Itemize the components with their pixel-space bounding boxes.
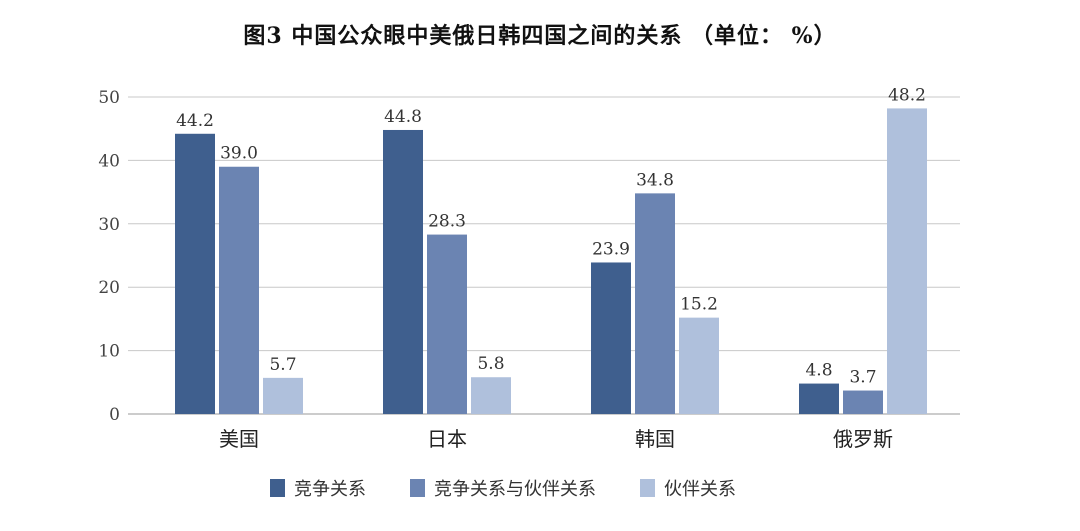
bar bbox=[427, 234, 467, 414]
data-label: 28.3 bbox=[428, 212, 466, 232]
y-tick-label: 20 bbox=[98, 278, 120, 298]
data-label: 23.9 bbox=[592, 239, 630, 259]
data-label: 44.8 bbox=[384, 107, 422, 127]
bar bbox=[383, 129, 423, 414]
bar bbox=[591, 262, 631, 414]
data-label: 5.7 bbox=[269, 355, 296, 375]
y-tick-label: 50 bbox=[98, 88, 120, 108]
bar bbox=[887, 108, 927, 415]
value-labels: 44.2 39.0 5.7 44.8 28.3 5.8 23.9 34.8 15.2 4.8 3.7… bbox=[176, 85, 926, 387]
data-label: 39.0 bbox=[220, 144, 258, 164]
category-labels: 美国 日本 韩国 俄罗斯 bbox=[219, 427, 893, 451]
bar bbox=[679, 317, 719, 414]
legend-label: 竞争关系 bbox=[294, 479, 366, 500]
legend-swatch bbox=[640, 479, 655, 497]
y-tick-label: 30 bbox=[98, 215, 120, 235]
bars bbox=[175, 108, 927, 415]
data-label: 44.2 bbox=[176, 111, 214, 131]
y-tick-label: 40 bbox=[98, 151, 120, 171]
data-label: 15.2 bbox=[680, 295, 718, 315]
bar bbox=[843, 390, 883, 414]
y-axis-ticks: 0 10 20 30 40 50 bbox=[98, 88, 120, 425]
x-tick-label: 日本 bbox=[427, 427, 467, 451]
y-tick-label: 0 bbox=[109, 405, 120, 425]
x-tick-label: 韩国 bbox=[635, 427, 675, 451]
data-label: 4.8 bbox=[805, 361, 832, 381]
bar bbox=[471, 377, 511, 414]
legend: 竞争关系 竞争关系与伙伴关系 伙伴关系 bbox=[270, 479, 736, 500]
data-label: 5.8 bbox=[477, 354, 504, 374]
legend-label: 竞争关系与伙伴关系 bbox=[434, 479, 596, 500]
data-label: 34.8 bbox=[636, 170, 674, 190]
y-tick-label: 10 bbox=[98, 342, 120, 362]
bar bbox=[219, 166, 259, 414]
bar bbox=[635, 193, 675, 414]
x-tick-label: 美国 bbox=[219, 427, 259, 451]
bar bbox=[799, 383, 839, 414]
x-tick-label: 俄罗斯 bbox=[833, 427, 893, 451]
legend-swatch bbox=[270, 479, 285, 497]
data-label: 48.2 bbox=[888, 85, 926, 105]
bar bbox=[175, 133, 215, 414]
legend-swatch bbox=[410, 479, 425, 497]
data-label: 3.7 bbox=[849, 368, 876, 388]
chart-title: 图3 中国公众眼中美俄日韩四国之间的关系 （单位： %） bbox=[243, 23, 837, 49]
bar bbox=[263, 377, 303, 414]
legend-label: 伙伴关系 bbox=[664, 479, 736, 500]
